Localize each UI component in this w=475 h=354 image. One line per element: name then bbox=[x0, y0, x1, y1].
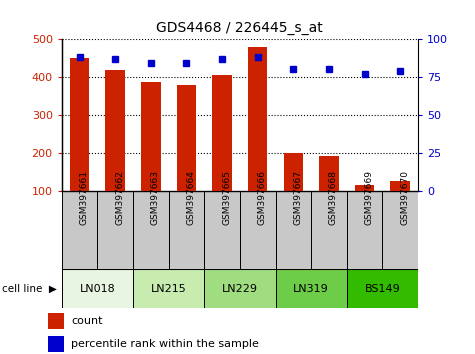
Text: GSM397666: GSM397666 bbox=[257, 170, 266, 225]
Bar bbox=[177, 85, 196, 229]
Text: GSM397667: GSM397667 bbox=[293, 170, 302, 225]
Bar bbox=[70, 58, 89, 229]
Bar bbox=[390, 181, 410, 229]
Bar bbox=[240, 191, 276, 269]
Bar bbox=[311, 191, 347, 269]
Bar bbox=[133, 191, 169, 269]
Text: LN229: LN229 bbox=[222, 284, 258, 293]
Bar bbox=[248, 47, 267, 229]
Text: GSM397664: GSM397664 bbox=[186, 170, 195, 225]
Bar bbox=[133, 269, 204, 308]
Bar bbox=[382, 191, 418, 269]
Text: GSM397669: GSM397669 bbox=[365, 170, 373, 225]
Text: cell line  ▶: cell line ▶ bbox=[2, 284, 57, 293]
Text: GSM397662: GSM397662 bbox=[115, 170, 124, 225]
Bar bbox=[347, 269, 418, 308]
Text: GSM397665: GSM397665 bbox=[222, 170, 231, 225]
Bar bbox=[141, 82, 161, 229]
Text: percentile rank within the sample: percentile rank within the sample bbox=[71, 339, 259, 349]
Text: GSM397663: GSM397663 bbox=[151, 170, 160, 225]
Bar bbox=[276, 269, 347, 308]
Bar bbox=[204, 191, 240, 269]
Bar bbox=[284, 153, 303, 229]
Bar bbox=[169, 191, 204, 269]
Bar bbox=[48, 336, 64, 352]
Bar bbox=[347, 191, 382, 269]
Bar bbox=[62, 191, 97, 269]
Text: BS149: BS149 bbox=[364, 284, 400, 293]
Text: GSM397670: GSM397670 bbox=[400, 170, 409, 225]
Bar bbox=[62, 269, 133, 308]
Text: GSM397661: GSM397661 bbox=[80, 170, 88, 225]
Text: GSM397668: GSM397668 bbox=[329, 170, 338, 225]
Bar bbox=[97, 191, 133, 269]
Bar bbox=[105, 70, 125, 229]
Bar bbox=[276, 191, 311, 269]
Title: GDS4468 / 226445_s_at: GDS4468 / 226445_s_at bbox=[156, 21, 323, 35]
Bar bbox=[319, 156, 339, 229]
Text: LN215: LN215 bbox=[151, 284, 187, 293]
Bar bbox=[48, 313, 64, 329]
Text: LN018: LN018 bbox=[79, 284, 115, 293]
Bar bbox=[212, 75, 232, 229]
Bar bbox=[355, 185, 374, 229]
Text: LN319: LN319 bbox=[293, 284, 329, 293]
Bar bbox=[204, 269, 276, 308]
Text: count: count bbox=[71, 316, 103, 326]
